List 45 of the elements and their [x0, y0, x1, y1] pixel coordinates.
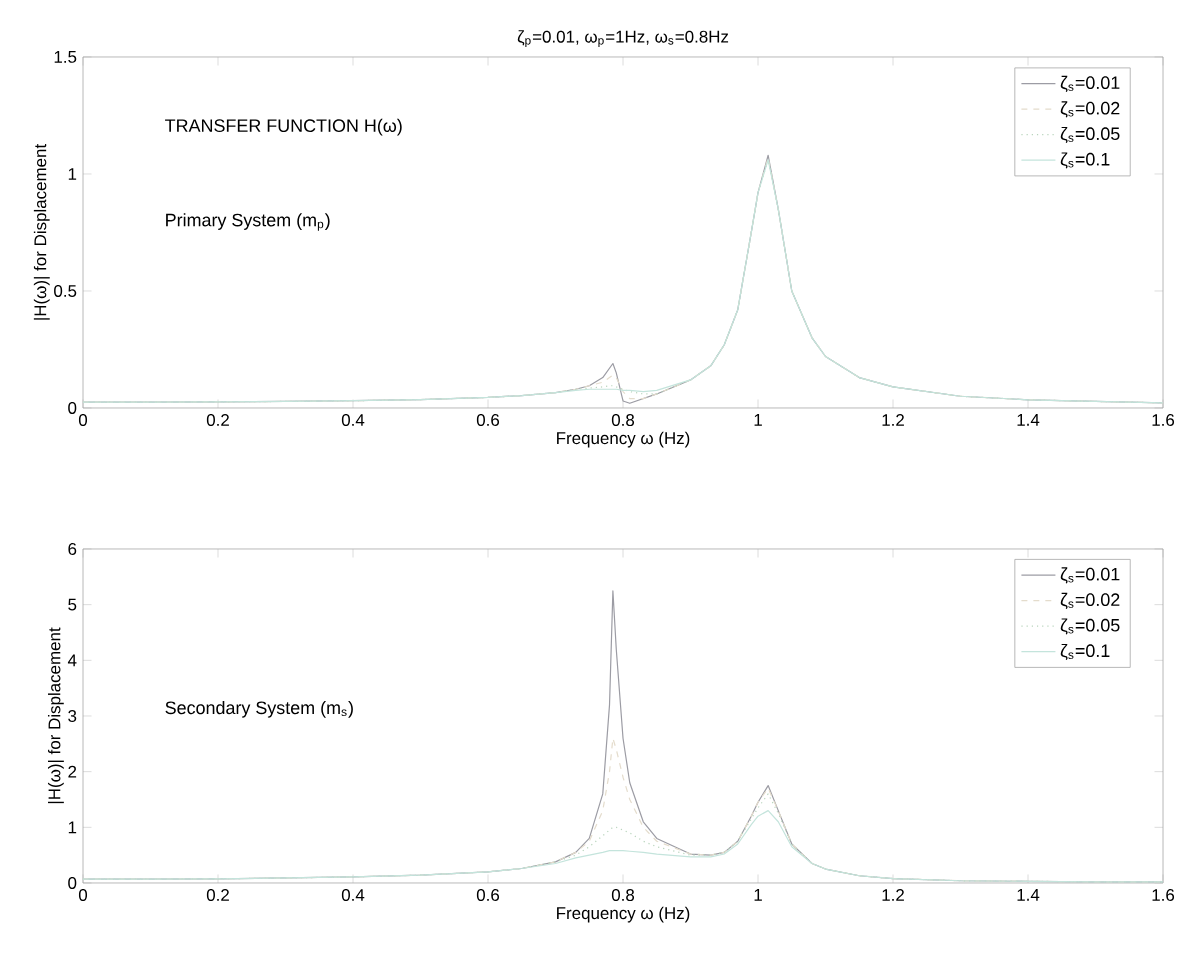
y-axis-title: |H(ω)| for Displacement	[33, 143, 50, 320]
y-tick-label: 1	[68, 168, 77, 180]
y-tick-label: 1	[68, 821, 77, 834]
legend-label: ζ$_{s}$=0.02	[1060, 101, 1120, 118]
legend-label: ζ$_{s}$=0.1	[1060, 643, 1110, 660]
x-tick-label: 0.6	[476, 889, 500, 902]
legend-label: ζ$_{s}$=0.1	[1060, 152, 1110, 169]
x-tick-label: 1.4	[1017, 414, 1040, 426]
x-tick-label: 1.6	[1152, 414, 1175, 426]
x-tick-label: 1.2	[882, 889, 904, 901]
x-tick-label: 0	[78, 889, 88, 902]
x-tick-label: 0.6	[476, 414, 500, 426]
x-tick-label: 0.8	[611, 414, 635, 426]
y-tick-label: 4	[67, 654, 77, 667]
x-tick-label: 1.6	[1152, 889, 1175, 902]
y-tick-label: 5	[68, 598, 77, 611]
x-tick-label: 1	[754, 889, 762, 901]
legend-label: ζ$_{s}$=0.02	[1060, 592, 1120, 609]
y-tick-label: 2	[68, 765, 77, 778]
legend-label: ζ$_{s}$=0.05	[1060, 126, 1120, 143]
x-tick-label: 1.4	[1017, 889, 1040, 901]
annotation: Primary System (m$_{p}$)	[166, 213, 330, 231]
x-tick-label: 1	[754, 414, 762, 426]
y-tick-label: 3	[68, 710, 77, 722]
y-tick-label: 0	[68, 877, 77, 889]
chart-title: ζ$_{p}$=0.01, ω$_{p}$=1Hz, ω$_{s}$=0.8Hz	[517, 30, 729, 47]
x-tick-label: 0.2	[206, 414, 229, 426]
x-axis-title: Frequency ω (Hz)	[557, 906, 690, 923]
y-tick-label: 0	[68, 401, 77, 414]
x-tick-label: 0.2	[206, 889, 229, 902]
x-axis-title: Frequency ω (Hz)	[557, 431, 690, 448]
annotation: TRANSFER FUNCTION H(ω)	[165, 118, 402, 136]
y-axis-title: |H(ω)| for Displacement	[47, 627, 64, 804]
y-tick-label: 6	[68, 543, 77, 555]
x-tick-label: 0	[78, 414, 88, 426]
y-tick-label: 0.5	[54, 284, 77, 297]
annotation: Secondary System (m$_{s}$)	[165, 700, 353, 718]
legend-label: ζ$_{s}$=0.01	[1060, 75, 1120, 92]
legend-label: ζ$_{s}$=0.01	[1060, 567, 1120, 584]
x-tick-label: 0.4	[341, 889, 365, 902]
legend-label: ζ$_{s}$=0.05	[1060, 618, 1120, 635]
y-tick-label: 1.5	[54, 51, 77, 63]
x-tick-label: 1.2	[882, 414, 904, 426]
x-tick-label: 0.4	[341, 414, 365, 426]
x-tick-label: 0.8	[611, 889, 635, 902]
